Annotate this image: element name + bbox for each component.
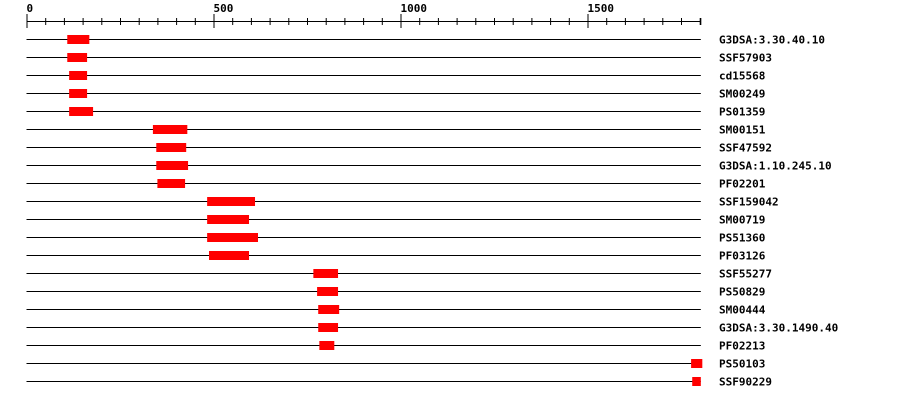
domain-bar — [691, 359, 703, 368]
axis-tick-label: 0 — [27, 2, 34, 15]
track-label: SSF159042 — [719, 196, 779, 209]
track-label: G3DSA:3.30.1490.40 — [719, 322, 838, 335]
domain-bar — [692, 377, 701, 386]
track-label: SM00249 — [719, 88, 765, 101]
track-label: G3DSA:1.10.245.10 — [719, 160, 832, 173]
domain-bar — [67, 35, 90, 44]
track-label: PF03126 — [719, 250, 766, 263]
track-label: SSF47592 — [719, 142, 772, 155]
track-label: PS50829 — [719, 286, 765, 299]
track-label: SSF90229 — [719, 376, 772, 389]
axis-tick-label: 1000 — [401, 2, 428, 15]
domain-bar — [318, 323, 339, 332]
domain-bar — [318, 305, 340, 314]
domain-bar — [207, 197, 256, 206]
domain-bar — [156, 161, 189, 170]
domain-bar — [319, 341, 335, 350]
axis-tick-label: 500 — [214, 2, 234, 15]
track-label: SM00719 — [719, 214, 765, 227]
track-label: PF02201 — [719, 178, 766, 191]
domain-bar — [152, 125, 188, 134]
domain-bar — [67, 53, 88, 62]
track-label: SM00151 — [719, 124, 766, 137]
track-label: G3DSA:3.30.40.10 — [719, 34, 825, 47]
domain-bar — [69, 107, 94, 116]
track-label: PF02213 — [719, 340, 765, 353]
track-label: SSF57903 — [719, 52, 772, 65]
domain-bar — [156, 143, 187, 152]
track-label: cd15568 — [719, 70, 765, 83]
domain-bar — [69, 71, 88, 80]
domain-bar — [207, 233, 259, 242]
domain-bar — [209, 251, 250, 260]
domain-bar — [69, 89, 88, 98]
domain-bar — [313, 269, 339, 278]
track-label: SM00444 — [719, 304, 766, 317]
domain-bar — [157, 179, 186, 188]
track-label: PS50103 — [719, 358, 765, 371]
track-label: PS51360 — [719, 232, 765, 245]
track-label: PS01359 — [719, 106, 765, 119]
track-label: SSF55277 — [719, 268, 772, 281]
axis-tick-label: 1500 — [588, 2, 615, 15]
domain-bar — [317, 287, 339, 296]
domain-bar — [207, 215, 250, 224]
